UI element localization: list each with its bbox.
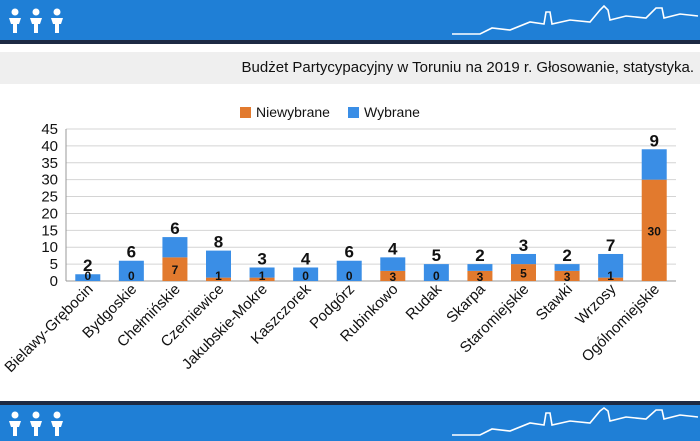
y-tick-label: 15 [41,222,58,239]
bar-niewybrane [641,179,667,281]
bar-niewybrane [598,277,624,281]
bar-value-label-wybrane: 2 [475,246,484,265]
bar-wybrane [336,260,362,281]
bar-value-label-niewybrane: 30 [648,224,662,238]
chart-title: Budżet Partycypacyjny w Toruniu na 2019 … [241,59,694,76]
bar-value-label-niewybrane: 0 [302,269,309,283]
y-tick-label: 45 [41,121,58,138]
bar-value-label-wybrane: 7 [606,236,615,255]
bar-value-label-niewybrane: 1 [607,269,614,283]
bar-wybrane [467,264,493,271]
x-tick-label: Ogólnomiejskie [579,281,664,366]
bar-value-label-niewybrane: 3 [477,270,484,284]
title-band [0,52,700,84]
three-people-logo-icon [6,8,66,34]
bar-niewybrane [206,277,231,281]
bar-value-label-wybrane: 6 [127,243,136,262]
footer-stripe [0,401,700,405]
header-band [0,0,700,40]
bar-value-label-niewybrane: 0 [84,269,91,283]
bar-value-label-niewybrane: 3 [389,270,396,284]
bar-niewybrane [467,270,493,281]
x-tick-label: Stawki [533,281,576,324]
legend-swatch-niewybrane [240,107,251,118]
header-stripe [0,40,700,44]
bar-value-label-wybrane: 8 [214,233,223,252]
bar-wybrane [206,250,231,278]
bar-wybrane [511,253,536,265]
bar-value-label-wybrane: 9 [649,131,658,150]
bar-value-label-niewybrane: 3 [564,270,571,284]
bar-value-label-wybrane: 5 [432,246,441,265]
bar-value-label-wybrane: 3 [519,236,528,255]
bar-value-label-wybrane: 4 [301,249,311,268]
bar-niewybrane [162,257,188,281]
bar-value-label-niewybrane: 0 [346,269,353,283]
bar-wybrane [293,267,319,281]
legend-label-wybrane: Wybrane [364,104,420,120]
bar-value-label-wybrane: 4 [388,239,398,258]
y-tick-label: 30 [41,172,58,189]
y-tick-label: 20 [41,205,58,222]
y-tick-label: 25 [41,189,58,206]
bar-niewybrane [380,270,406,281]
bar-value-label-wybrane: 3 [257,249,266,268]
y-tick-label: 35 [41,155,58,172]
bar-wybrane [380,257,406,271]
city-skyline-icon [452,4,699,35]
bar-value-label-niewybrane: 1 [215,269,222,283]
bar-value-label-wybrane: 6 [344,243,353,262]
three-people-logo-icon [6,411,66,437]
y-tick-label: 10 [41,239,58,256]
bar-niewybrane [554,270,580,281]
bar-wybrane [118,260,144,281]
legend-label-niewybrane: Niewybrane [256,104,330,120]
bar-wybrane [641,149,667,180]
bar-niewybrane [249,277,275,281]
bar-value-label-niewybrane: 0 [433,269,440,283]
bar-value-label-niewybrane: 7 [172,263,179,277]
bar-niewybrane [511,264,536,281]
bar-value-label-niewybrane: 0 [128,269,135,283]
y-tick-label: 5 [50,256,58,273]
bar-value-label-wybrane: 6 [170,219,179,238]
bar-wybrane [423,264,449,281]
bar-value-label-niewybrane: 1 [259,269,266,283]
bar-value-label-wybrane: 2 [562,246,571,265]
y-tick-label: 0 [50,273,58,290]
bar-wybrane [554,264,580,271]
bar-value-label-wybrane: 2 [83,256,92,275]
city-skyline-icon [452,407,699,436]
bar-wybrane [598,253,624,278]
bar-wybrane [162,237,188,258]
stacked-bar-chart: 05101520253035404502Bielawy-Grębocin06By… [1,104,676,376]
bar-wybrane [75,274,101,281]
y-tick-label: 40 [41,138,58,155]
bar-wybrane [249,267,275,278]
legend-swatch-wybrane [348,107,359,118]
x-tick-label: Rudak [403,280,446,323]
bar-value-label-niewybrane: 5 [520,267,527,281]
